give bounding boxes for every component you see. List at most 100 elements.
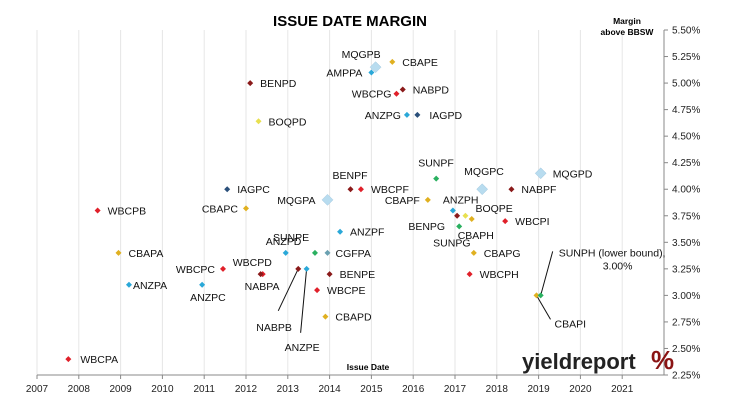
y-tick-label: 3.75% (672, 211, 700, 222)
point-label-cbapa: CBAPA (129, 248, 164, 260)
point-label-sunpg: SUNPG (433, 237, 470, 249)
point-cgfpa (324, 249, 331, 256)
point-label-anzpf: ANZPF (350, 227, 384, 239)
leader-lines (277, 251, 554, 333)
point-benpd (247, 80, 254, 87)
point-sunpg (456, 223, 463, 230)
x-tick-label: 2017 (444, 384, 467, 395)
leader-line (540, 251, 554, 296)
x-tick-label: 2021 (611, 384, 634, 395)
x-tick-label: 2020 (569, 384, 592, 395)
point-benpg (454, 212, 461, 219)
point-cbape (389, 58, 396, 65)
y-tick-label: 5.50% (672, 26, 700, 37)
point-mqgpd (534, 167, 547, 180)
point-nabpf (508, 186, 515, 193)
point-label-boqpd: BOQPD (269, 116, 307, 128)
logo-symbol: % (651, 345, 674, 375)
y-axis-label-line1: Margin (613, 16, 641, 26)
point-label-cbapf: CBAPF (385, 195, 420, 207)
chart-title: ISSUE DATE MARGIN (273, 13, 427, 30)
point-label-anzpa: ANZPA (133, 280, 167, 292)
point-label-cbaph: CBAPH (458, 230, 494, 242)
point-label-cbapc: CBAPC (202, 203, 239, 215)
x-tick-label: 2016 (402, 384, 425, 395)
point-benpf (347, 186, 354, 193)
x-tick-label: 2007 (26, 384, 49, 395)
point-anzpf (337, 228, 344, 235)
point-label-anzpg: ANZPG (365, 110, 401, 122)
point-mqgpb (369, 61, 382, 74)
x-tick-label: 2010 (151, 384, 174, 395)
data-points (65, 58, 547, 363)
point-label-wbcpe: WBCPE (327, 285, 366, 297)
point-label-wbcpf: WBCPF (371, 184, 409, 196)
point-label-sunph-value: 3.00% (603, 260, 633, 272)
point-amppa (368, 69, 375, 76)
x-tick-label: 2013 (277, 384, 300, 395)
point-cbaph (468, 215, 475, 222)
point-label-benpf: BENPF (333, 170, 368, 182)
point-nabpa (257, 271, 264, 278)
point-anzpe (303, 265, 310, 272)
y-tick-label: 5.25% (672, 52, 700, 63)
point-wbcpe (314, 287, 321, 294)
leader-line (277, 268, 299, 312)
x-tick-label: 2008 (68, 384, 91, 395)
point-nabpd (399, 86, 406, 93)
leader-line (300, 268, 308, 333)
point-label-mqgpa: MQGPA (277, 195, 315, 207)
point-cbapi (533, 292, 540, 299)
y-tick-label: 4.50% (672, 132, 700, 143)
x-tick-label: 2009 (109, 384, 132, 395)
point-label-wbcph: WBCPH (480, 269, 519, 281)
leader-line (536, 295, 551, 320)
point-label-nabpb: NABPB (256, 322, 292, 334)
point-label-anzph: ANZPH (443, 194, 479, 206)
y-tick-label: 3.00% (672, 291, 700, 302)
x-tick-label: 2015 (360, 384, 383, 395)
point-sunpf (433, 175, 440, 182)
point-wbcph (466, 271, 473, 278)
point-labels: WBCPA WBCPB CBAPA ANZPA WBCPC ANZPC IAGPC CBAPC… (80, 49, 665, 366)
y-tick-label: 2.25% (672, 371, 700, 382)
x-tick-label: 2014 (318, 384, 341, 395)
point-mqgpa (321, 193, 334, 206)
axes: 2007 2008 2009 2010 2011 2012 2013 2014 2015 2016… (26, 26, 701, 396)
y-tick-label: 2.50% (672, 344, 700, 355)
point-label-amppa: AMPPA (326, 67, 362, 79)
point-label-anzpc: ANZPC (190, 292, 226, 304)
point-label-cgfpa: CGFPA (336, 248, 371, 260)
y-tick-label: 3.25% (672, 264, 700, 275)
point-label-benpg: BENPG (408, 221, 445, 233)
point-label-sunpf: SUNPF (418, 158, 454, 170)
point-label-cbapd: CBAPD (335, 312, 372, 324)
point-label-sunph: SUNPH (lower bound), (559, 247, 666, 259)
point-label-mqgpb: MQGPB (342, 49, 381, 61)
point-cbapd (322, 313, 329, 320)
x-tick-label: 2011 (193, 384, 215, 395)
point-label-benpd: BENPD (260, 78, 297, 90)
point-label-boqpe: BOQPE (475, 203, 512, 215)
y-axis-label-line2: above BBSW (601, 27, 655, 37)
point-label-benpe: BENPE (340, 269, 376, 281)
y-tick-label: 5.00% (672, 79, 700, 90)
point-label-wbcpa: WBCPA (80, 354, 118, 366)
point-label-sunpe: SUNPE (273, 232, 309, 244)
logo-text: yieldreport (522, 349, 636, 374)
point-label-wbcpc: WBCPC (176, 264, 216, 276)
point-iagpd (414, 111, 421, 118)
x-tick-label: 2019 (527, 384, 550, 395)
point-cbapa (115, 249, 122, 256)
point-label-mqgpd: MQGPD (553, 168, 593, 180)
point-label-anzpd: ANZPD (266, 236, 302, 248)
point-wbcpf (357, 186, 364, 193)
point-label-iagpd: IAGPD (429, 110, 462, 122)
point-anzpd (282, 249, 289, 256)
point-cbapc (243, 205, 249, 212)
point-wbcpb (94, 207, 101, 214)
point-boqpe (462, 212, 469, 219)
point-sunph (537, 292, 544, 299)
point-label-cbapg: CBAPG (484, 248, 521, 260)
